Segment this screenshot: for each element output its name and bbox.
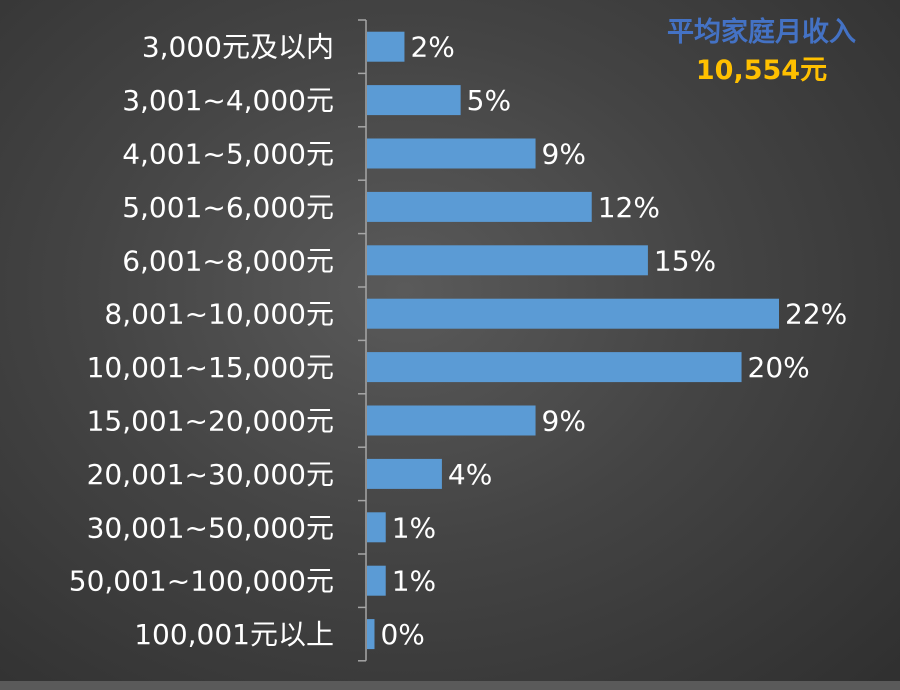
data-label: 2% <box>410 31 454 64</box>
bar <box>367 352 742 383</box>
category-label: 5,001~6,000元 <box>122 191 334 224</box>
data-label: 22% <box>785 298 847 331</box>
bar <box>367 31 405 62</box>
data-label: 4% <box>448 458 492 491</box>
bar <box>367 565 386 596</box>
data-label: 1% <box>392 565 436 598</box>
category-label: 8,001~10,000元 <box>104 298 334 331</box>
data-label: 9% <box>542 405 586 438</box>
category-label: 30,001~50,000元 <box>87 511 334 544</box>
category-label: 50,001~100,000元 <box>69 565 334 598</box>
category-label: 10,001~15,000元 <box>87 351 334 384</box>
bar <box>367 245 648 276</box>
category-label: 4,001~5,000元 <box>122 138 334 171</box>
bar <box>367 85 461 116</box>
bar <box>367 619 375 650</box>
bar <box>367 405 536 436</box>
data-label: 9% <box>542 138 586 171</box>
bar <box>367 138 536 169</box>
category-label: 3,001~4,000元 <box>122 84 334 117</box>
category-label: 6,001~8,000元 <box>122 244 334 277</box>
data-label: 20% <box>748 351 810 384</box>
data-label: 15% <box>654 244 716 277</box>
category-label: 100,001元以上 <box>134 618 334 651</box>
data-label: 12% <box>598 191 660 224</box>
summary-value: 10,554元 <box>695 55 828 86</box>
summary-title: 平均家庭月收入 <box>667 17 856 48</box>
category-label: 15,001~20,000元 <box>87 405 334 438</box>
footer-bar <box>0 681 900 690</box>
bar <box>367 298 779 329</box>
bar <box>367 191 592 222</box>
category-label: 3,000元及以内 <box>142 31 334 64</box>
bar <box>367 512 386 543</box>
summary-box: 平均家庭月收入 10,554元 <box>667 14 856 90</box>
data-label: 1% <box>392 511 436 544</box>
category-label: 20,001~30,000元 <box>87 458 334 491</box>
bar <box>367 458 442 489</box>
data-label: 0% <box>380 618 424 651</box>
data-label: 5% <box>467 84 511 117</box>
